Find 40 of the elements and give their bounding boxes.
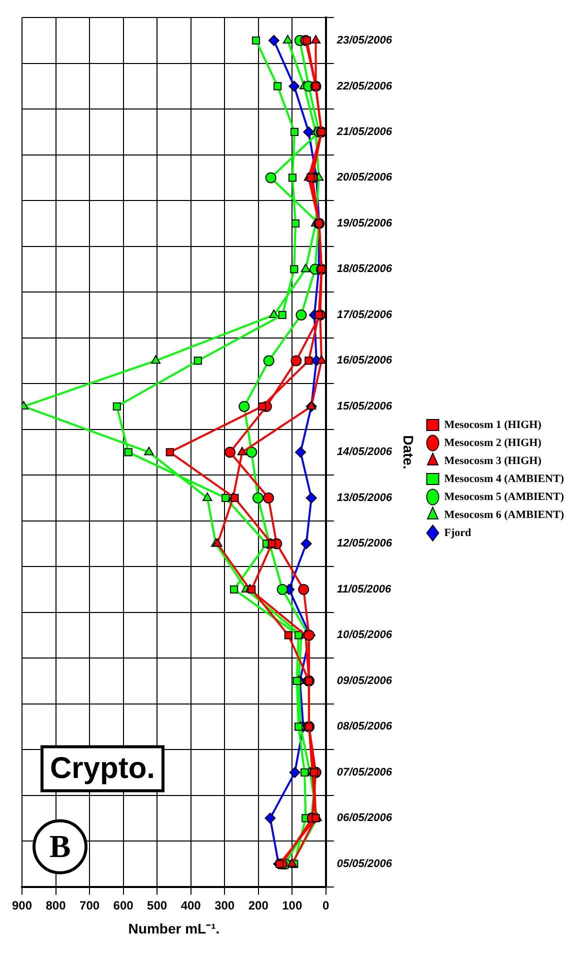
y-tick-label: 10/05/2006 [336,629,393,642]
x-tick-label: 800 [46,898,66,912]
y-tick-label: 08/05/2006 [336,720,393,733]
legend-label: Mesocosm 2 (HIGH) [444,436,542,449]
y-tick-label: 11/05/2006 [336,583,392,596]
y-tick-label: 12/05/2006 [336,538,393,550]
y-tick-label: 17/05/2006 [336,308,393,321]
y-tick-label: 09/05/2006 [336,674,393,687]
annotation: Crypto. [50,752,156,786]
x-tick-label: 300 [214,898,235,912]
y-tick-label: 14/05/2006 [336,446,393,458]
legend-label: Fjord [444,526,472,539]
x-axis-title: Number mL⁻¹. [128,920,220,936]
annotation: B [49,828,71,864]
x-tick-label: 0 [322,898,330,912]
y-tick-label: 18/05/2006 [336,263,393,276]
y-tick-label: 07/05/2006 [336,766,393,778]
legend-label: Mesocosm 6 (AMBIENT) [444,508,564,521]
legend-label: Mesocosm 1 (HIGH) [444,418,542,431]
y-tick-label: 13/05/2006 [336,492,393,504]
x-tick-label: 600 [113,898,134,912]
y-tick-label: 20/05/2006 [336,172,393,184]
x-tick-label: 900 [12,898,32,912]
x-tick-label: 400 [180,898,202,912]
x-tick-label: 500 [147,898,168,912]
legend-label: Mesocosm 3 (HIGH) [444,454,542,467]
legend-label: Mesocosm 4 (AMBIENT) [444,472,564,485]
y-axis-title: Date. [400,435,416,470]
y-tick-label: 21/05/2006 [336,126,393,138]
y-tick-label: 16/05/2006 [336,354,393,367]
y-tick-label: 15/05/2006 [336,400,393,412]
x-tick-label: 100 [282,898,302,912]
x-tick-label: 200 [248,898,269,912]
x-tick-label: 700 [80,898,100,912]
y-tick-label: 06/05/2006 [336,812,393,824]
y-tick-label: 23/05/2006 [336,34,393,47]
y-tick-label: 05/05/2006 [336,858,393,870]
y-tick-label: 19/05/2006 [336,217,393,230]
legend-label: Mesocosm 5 (AMBIENT) [444,490,564,503]
y-tick-label: 22/05/2006 [336,80,393,92]
